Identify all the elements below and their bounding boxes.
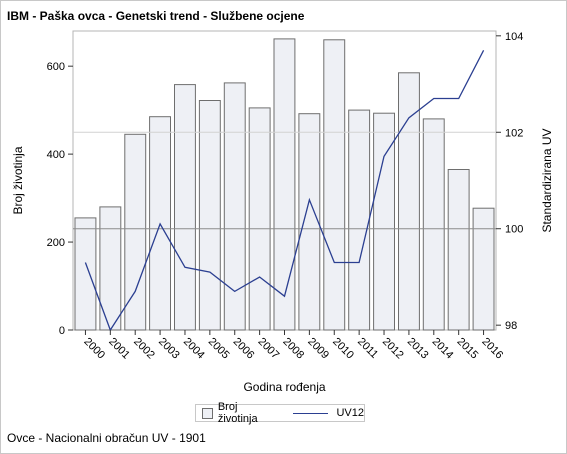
bar-2005	[198, 100, 221, 331]
bar-2009	[298, 113, 321, 331]
right-tick-label-100: 100	[505, 224, 523, 236]
right-axis-title: Standardizirana UV	[540, 128, 554, 232]
x-tick-label-2010: 2010	[330, 336, 356, 362]
x-tick-label-2009: 2009	[305, 336, 331, 362]
left-tick-label-0: 0	[59, 325, 65, 337]
x-tick-label-2007: 2007	[255, 336, 281, 362]
x-tick-label-2013: 2013	[405, 336, 431, 362]
x-tick-label-2015: 2015	[455, 336, 481, 362]
series-line-uv12	[84, 50, 485, 332]
x-tick-label-2006: 2006	[231, 336, 257, 362]
bar-2014	[422, 118, 445, 331]
x-tick-label-2011: 2011	[355, 336, 380, 361]
x-tick-label-2004: 2004	[181, 336, 207, 362]
x-tick-label-2001: 2001	[106, 336, 132, 362]
footnote: Ovce - Nacionalni obračun UV - 1901	[7, 431, 206, 445]
x-tick-label-2016: 2016	[479, 336, 505, 362]
left-tick-label-200: 200	[47, 237, 65, 249]
x-tick-label-2014: 2014	[430, 336, 456, 362]
right-tick-label-102: 102	[505, 127, 523, 139]
x-axis-title: Godina rođenja	[243, 380, 325, 394]
x-tick-label-2002: 2002	[131, 336, 157, 362]
left-tick-label-400: 400	[47, 149, 65, 161]
x-tick-label-2012: 2012	[380, 336, 406, 362]
bar-2011	[348, 109, 371, 331]
legend-line-label: UV12	[336, 407, 364, 419]
bar-2015	[447, 169, 470, 331]
x-tick-label-2003: 2003	[156, 336, 182, 362]
chart-title: IBM - Paška ovca - Genetski trend - Služ…	[7, 9, 305, 23]
bar-2000	[74, 217, 97, 331]
right-tick-label-104: 104	[505, 31, 523, 43]
x-tick-label-2005: 2005	[206, 336, 232, 362]
legend-bar-swatch	[202, 407, 213, 419]
x-tick-label-2008: 2008	[280, 336, 306, 362]
bar-2007	[248, 107, 271, 331]
bar-2004	[174, 84, 196, 331]
bar-2006	[223, 82, 246, 331]
x-tick-label-2000: 2000	[81, 336, 107, 362]
bar-2002	[124, 133, 147, 331]
legend-line-swatch	[293, 412, 329, 414]
bar-2016	[472, 207, 495, 331]
bar-2008	[273, 38, 296, 331]
legend: Broj životinja UV12	[195, 401, 365, 425]
left-axis-title: Broj životinja	[11, 146, 25, 214]
bar-2010	[323, 39, 346, 331]
legend-bar-label: Broj životinja	[217, 401, 258, 425]
left-tick-label-600: 600	[47, 61, 65, 73]
right-tick-label-98: 98	[505, 320, 517, 332]
